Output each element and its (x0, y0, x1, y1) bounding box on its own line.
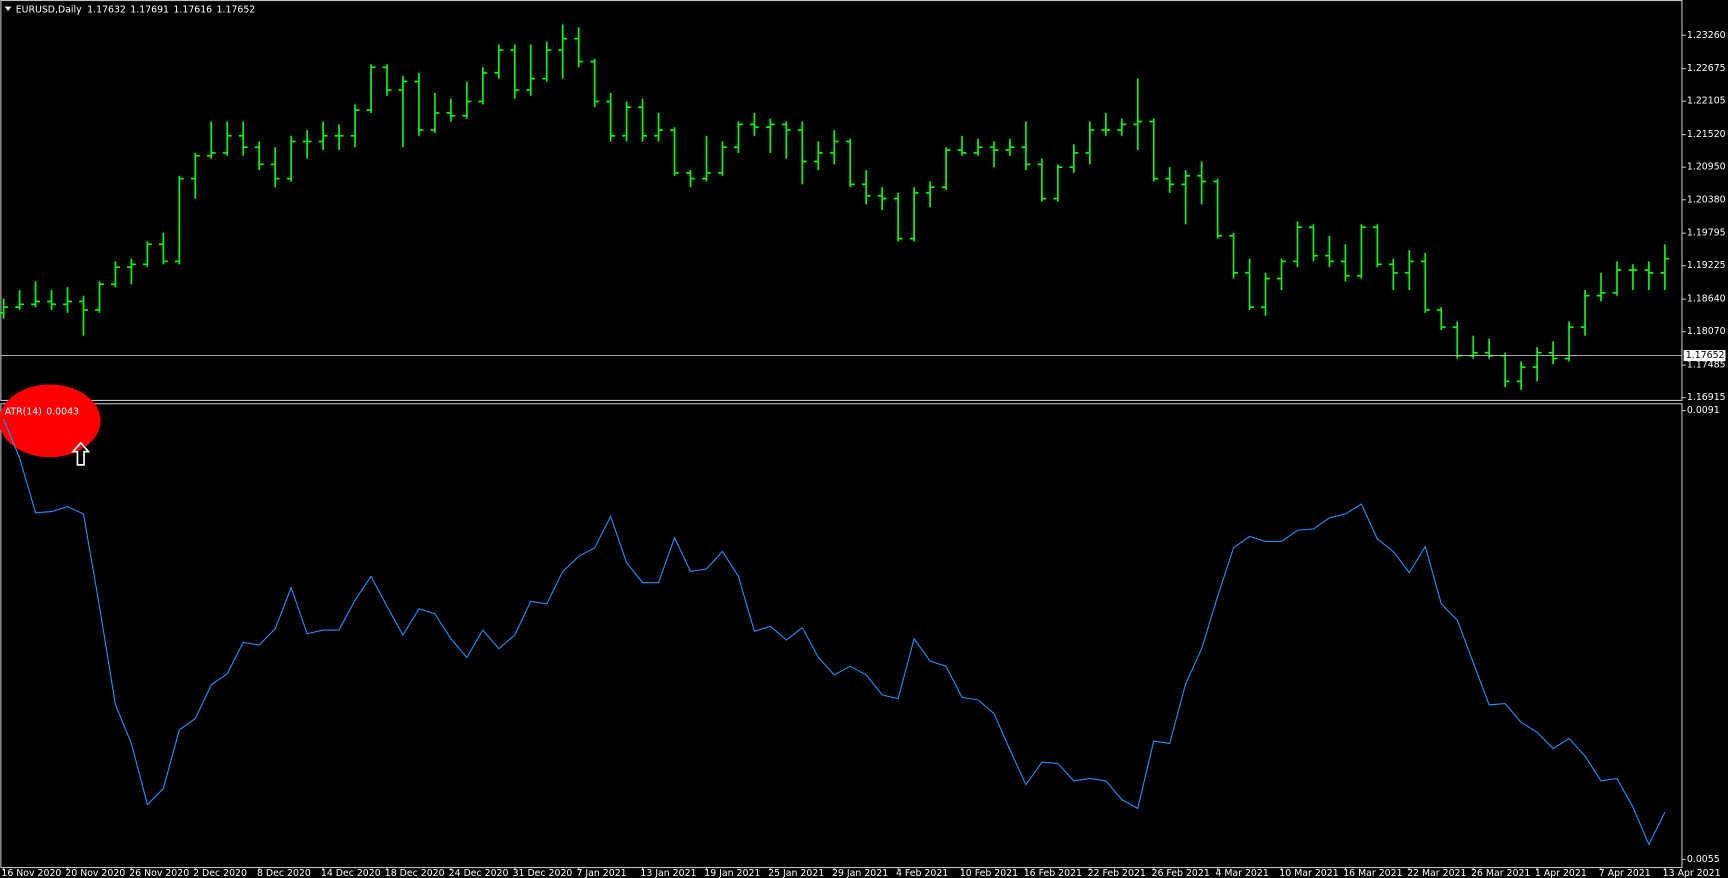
x-tick-label: 26 Mar 2021 (1471, 868, 1530, 878)
y-tick-label: 1.20950 (1687, 162, 1726, 173)
y-tick-label: 0.0091 (1687, 405, 1720, 416)
x-tick-label: 22 Feb 2021 (1088, 868, 1146, 878)
x-tick-label: 4 Mar 2021 (1215, 868, 1268, 878)
x-tick-label: 14 Dec 2020 (321, 868, 381, 878)
y-tick-label: 1.23260 (1687, 30, 1726, 41)
price-panel (0, 0, 1683, 401)
y-tick-label: 0.0055 (1687, 854, 1720, 865)
x-tick-label: 24 Dec 2020 (449, 868, 509, 878)
x-tick-label: 10 Mar 2021 (1279, 868, 1338, 878)
y-tick-label: 1.18070 (1687, 326, 1726, 337)
y-tick-label: 1.21520 (1687, 129, 1726, 140)
header-value: 1.17652 (217, 4, 256, 15)
x-tick-label: 16 Mar 2021 (1343, 868, 1402, 878)
symbol-title: EURUSD,Daily (16, 4, 82, 15)
atr-line (3, 419, 1666, 846)
x-tick-label: 19 Jan 2021 (704, 868, 760, 878)
x-tick-label: 13 Apr 2021 (1663, 868, 1721, 878)
x-tick-label: 22 Mar 2021 (1407, 868, 1466, 878)
x-tick-label: 25 Jan 2021 (768, 868, 824, 878)
indicator-title: ATR(14) (5, 407, 42, 418)
highlight-blob (0, 384, 101, 458)
y-tick-label: 1.16915 (1687, 392, 1726, 403)
x-tick-label: 8 Dec 2020 (257, 868, 311, 878)
x-tick-label: 16 Feb 2021 (1024, 868, 1082, 878)
x-tick-label: 1 Apr 2021 (1535, 868, 1587, 878)
cursor-arrow (71, 441, 91, 466)
x-tick-label: 31 Dec 2020 (513, 868, 573, 878)
y-tick-label: 1.19225 (1687, 260, 1726, 271)
menu-triangle[interactable] (4, 6, 12, 12)
indicator-value: 0.0043 (46, 407, 79, 418)
price-label: 1.17652 (1686, 350, 1725, 361)
y-tick-label: 1.17485 (1687, 360, 1726, 371)
y-tick-label: 1.20380 (1687, 194, 1726, 205)
x-tick-label: 2 Dec 2020 (193, 868, 247, 878)
y-tick-label: 1.22105 (1687, 96, 1726, 107)
header-value: 1.17632 (87, 4, 126, 15)
price-label-box (1683, 350, 1726, 362)
header-value: 1.17616 (173, 4, 212, 15)
indicator-panel (0, 403, 1683, 869)
header-value: 1.17691 (130, 4, 169, 15)
x-tick-label: 29 Jan 2021 (832, 868, 888, 878)
x-tick-label: 10 Feb 2021 (960, 868, 1018, 878)
y-tick-label: 1.22675 (1687, 63, 1726, 74)
x-tick-label: 18 Dec 2020 (385, 868, 445, 878)
x-tick-label: 7 Jan 2021 (576, 868, 626, 878)
x-tick-label: 16 Nov 2020 (1, 868, 61, 878)
x-tick-label: 20 Nov 2020 (65, 868, 125, 878)
x-tick-label: 26 Feb 2021 (1152, 868, 1210, 878)
x-tick-label: 13 Jan 2021 (640, 868, 696, 878)
y-tick-label: 1.18640 (1687, 294, 1726, 305)
x-tick-label: 4 Feb 2021 (896, 868, 948, 878)
x-tick-label: 26 Nov 2020 (129, 868, 189, 878)
y-tick-label: 1.19795 (1687, 228, 1726, 239)
x-tick-label: 7 Apr 2021 (1599, 868, 1651, 878)
